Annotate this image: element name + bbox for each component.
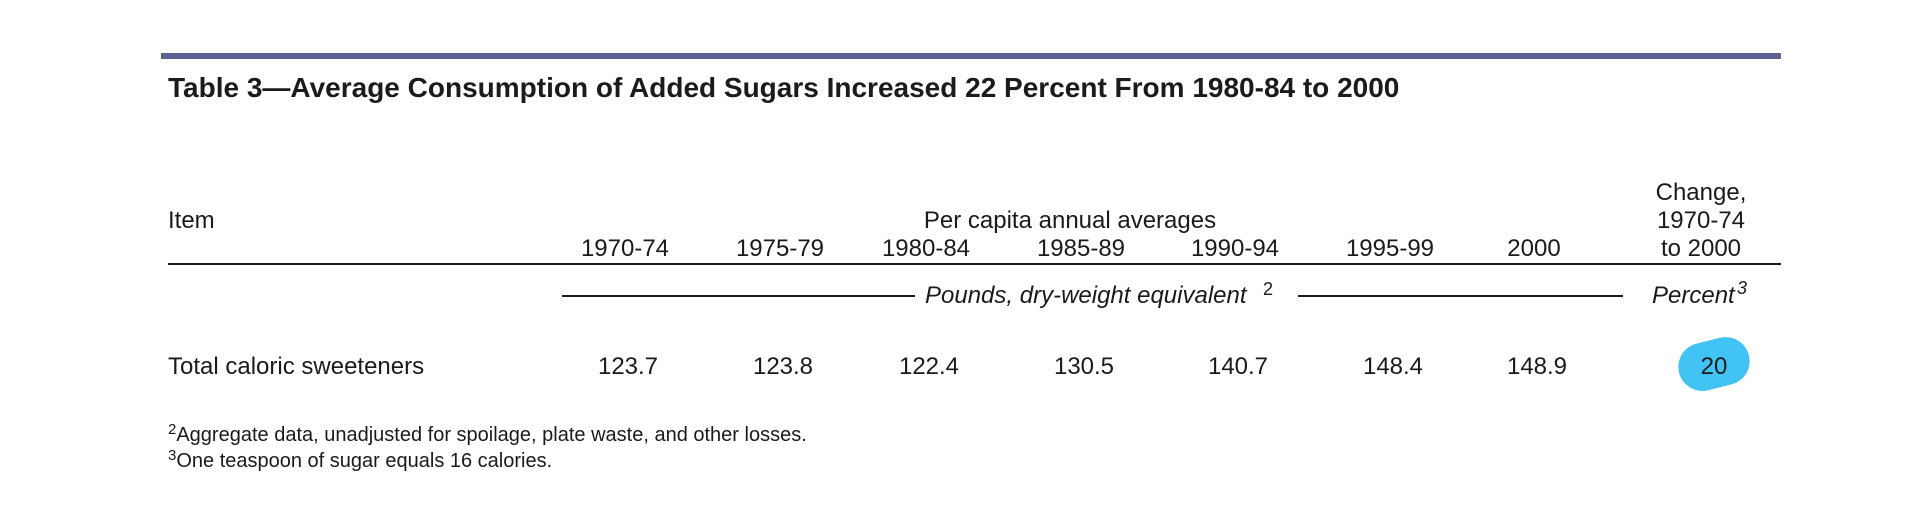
change-column-header: Change, 1970-74 to 2000 <box>1630 179 1772 263</box>
change-value-cell: 20 <box>1700 353 1728 380</box>
change-header-line: to 2000 <box>1660 235 1742 262</box>
column-header-1975-79: 1975-79 <box>735 235 825 262</box>
footnote-text: One teaspoon of sugar equals 16 calories… <box>176 450 553 472</box>
row-label-total-caloric-sweeteners: Total caloric sweeteners <box>168 353 425 380</box>
change-header-line: Change, <box>1655 179 1747 206</box>
table-cell: 148.9 <box>1506 353 1568 380</box>
percent-footnote-mark: 3 <box>1737 278 1748 298</box>
unit-span-line-right <box>1298 295 1623 297</box>
header-rule <box>168 263 1781 265</box>
table-cell: 140.7 <box>1207 353 1269 380</box>
column-header-1970-74: 1970-74 <box>580 235 670 262</box>
footnote-mark: 2 <box>168 421 177 438</box>
footnote-3: 3One teaspoon of sugar equals 16 calorie… <box>168 447 552 473</box>
footnote-mark: 3 <box>168 447 177 464</box>
column-header-1980-84: 1980-84 <box>881 235 971 262</box>
column-header-1985-89: 1985-89 <box>1036 235 1126 262</box>
footnote-2: 2Aggregate data, unadjusted for spoilage… <box>168 421 807 447</box>
table-cell: 122.4 <box>898 353 960 380</box>
item-column-header: Item <box>168 207 215 234</box>
change-header-line: 1970-74 <box>1656 207 1746 234</box>
column-header-1990-94: 1990-94 <box>1190 235 1280 262</box>
table-title: Table 3—Average Consumption of Added Sug… <box>168 72 1400 103</box>
table-cell: 148.4 <box>1362 353 1424 380</box>
column-header-1995-99: 1995-99 <box>1345 235 1435 262</box>
table-cell: 123.8 <box>752 353 814 380</box>
percent-label: Percent <box>1652 282 1735 309</box>
footnote-text: Aggregate data, unadjusted for spoilage,… <box>176 424 807 446</box>
column-header-2000: 2000 <box>1507 235 1561 262</box>
unit-footnote-mark: 2 <box>1263 279 1274 299</box>
table-cell: 123.7 <box>597 353 659 380</box>
unit-span-line-left <box>562 295 915 297</box>
per-capita-group-header: Per capita annual averages <box>923 207 1217 234</box>
unit-label: Pounds, dry-weight equivalent <box>925 282 1247 309</box>
table-cell: 130.5 <box>1053 353 1115 380</box>
top-rule <box>161 53 1781 59</box>
